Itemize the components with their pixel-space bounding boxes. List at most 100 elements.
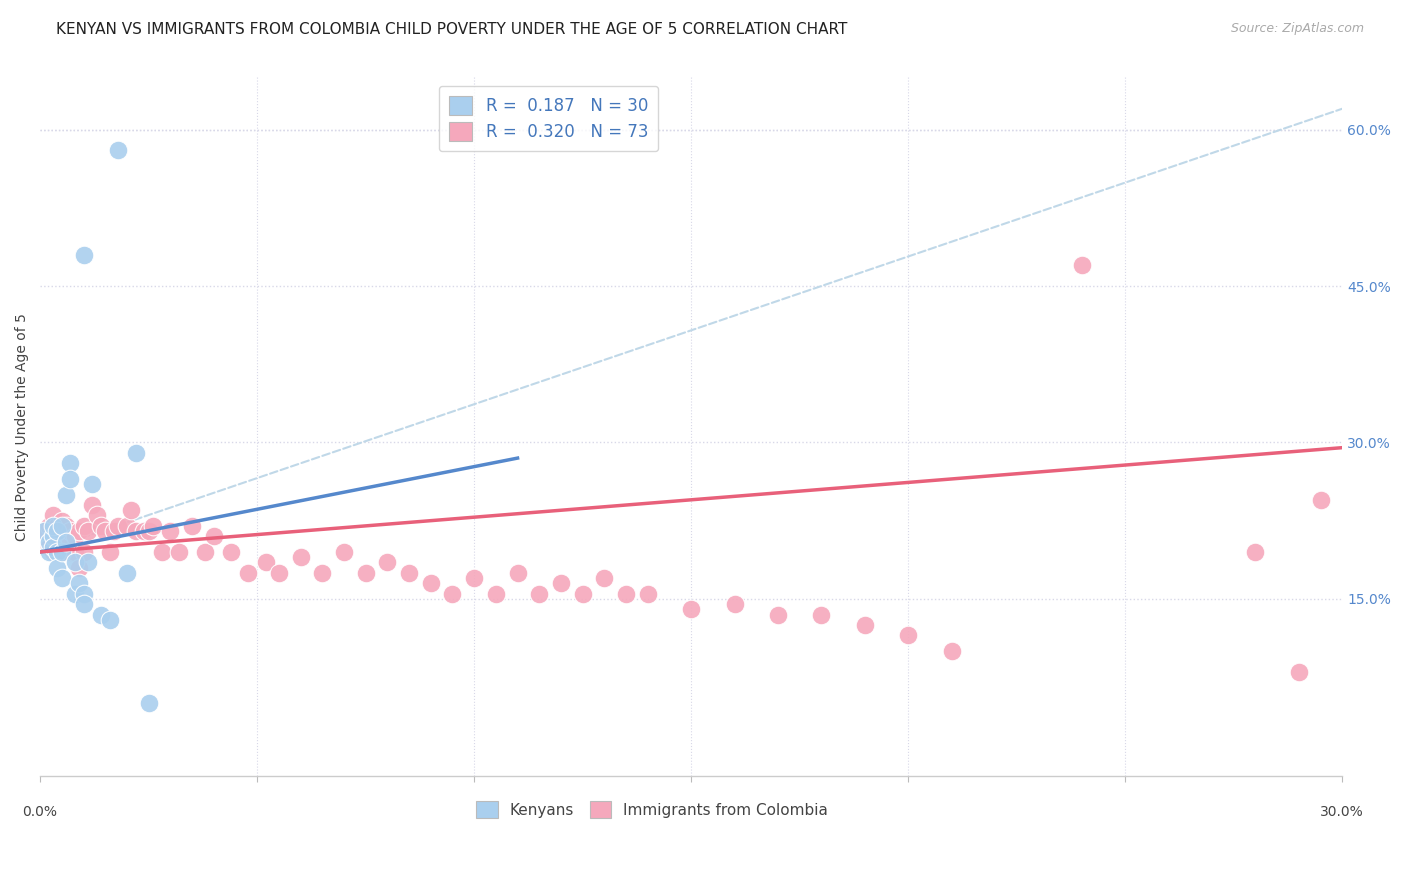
Point: [506, 566, 529, 580]
Point: [46, 524, 69, 538]
Point: [63, 587, 86, 601]
Text: 0.0%: 0.0%: [22, 805, 58, 820]
Point: [941, 644, 963, 658]
Point: [138, 524, 160, 538]
Point: [167, 545, 190, 559]
Point: [311, 566, 333, 580]
Point: [723, 597, 745, 611]
Point: [333, 545, 356, 559]
Point: [59, 524, 82, 538]
Point: [63, 529, 86, 543]
Point: [42, 529, 65, 543]
Point: [51, 545, 73, 559]
Point: [766, 607, 789, 622]
Point: [159, 524, 181, 538]
Point: [67, 560, 90, 574]
Point: [98, 613, 121, 627]
Point: [254, 555, 277, 569]
Point: [485, 587, 508, 601]
Point: [1070, 258, 1092, 272]
Point: [51, 514, 73, 528]
Point: [46, 560, 69, 574]
Point: [55, 487, 77, 501]
Point: [42, 540, 65, 554]
Point: [194, 545, 217, 559]
Point: [67, 524, 90, 538]
Point: [637, 587, 659, 601]
Point: [67, 576, 90, 591]
Point: [55, 540, 77, 554]
Point: [853, 618, 876, 632]
Point: [46, 519, 69, 533]
Point: [72, 545, 94, 559]
Point: [76, 524, 98, 538]
Point: [72, 519, 94, 533]
Point: [98, 545, 121, 559]
Point: [571, 587, 593, 601]
Point: [90, 519, 112, 533]
Point: [76, 555, 98, 569]
Point: [550, 576, 572, 591]
Point: [103, 524, 125, 538]
Point: [63, 545, 86, 559]
Point: [42, 524, 65, 538]
Point: [115, 519, 138, 533]
Point: [1244, 545, 1267, 559]
Point: [354, 566, 377, 580]
Point: [219, 545, 242, 559]
Point: [1309, 492, 1331, 507]
Point: [55, 534, 77, 549]
Point: [529, 587, 551, 601]
Point: [59, 456, 82, 470]
Point: [142, 519, 165, 533]
Point: [115, 566, 138, 580]
Point: [419, 576, 441, 591]
Point: [72, 248, 94, 262]
Point: [86, 508, 108, 523]
Point: [463, 571, 485, 585]
Point: [138, 696, 160, 710]
Legend: Kenyans, Immigrants from Colombia: Kenyans, Immigrants from Colombia: [470, 795, 834, 824]
Point: [34, 524, 56, 538]
Point: [51, 571, 73, 585]
Point: [267, 566, 290, 580]
Point: [82, 477, 104, 491]
Point: [63, 555, 86, 569]
Point: [120, 503, 142, 517]
Point: [90, 607, 112, 622]
Point: [34, 524, 56, 538]
Point: [42, 508, 65, 523]
Point: [375, 555, 398, 569]
Point: [124, 524, 146, 538]
Point: [72, 597, 94, 611]
Point: [681, 602, 703, 616]
Point: [107, 519, 129, 533]
Point: [42, 519, 65, 533]
Point: [290, 550, 312, 565]
Text: 30.0%: 30.0%: [1320, 805, 1364, 820]
Text: Source: ZipAtlas.com: Source: ZipAtlas.com: [1230, 22, 1364, 36]
Point: [38, 519, 60, 533]
Point: [42, 545, 65, 559]
Point: [897, 628, 920, 642]
Point: [51, 545, 73, 559]
Point: [38, 540, 60, 554]
Point: [181, 519, 204, 533]
Point: [51, 524, 73, 538]
Point: [107, 144, 129, 158]
Point: [593, 571, 616, 585]
Point: [238, 566, 260, 580]
Point: [82, 498, 104, 512]
Point: [441, 587, 464, 601]
Y-axis label: Child Poverty Under the Age of 5: Child Poverty Under the Age of 5: [15, 313, 30, 541]
Point: [59, 472, 82, 486]
Point: [55, 519, 77, 533]
Point: [94, 524, 117, 538]
Point: [810, 607, 832, 622]
Point: [134, 524, 156, 538]
Point: [1288, 665, 1310, 679]
Point: [72, 587, 94, 601]
Point: [38, 545, 60, 559]
Point: [150, 545, 173, 559]
Point: [59, 545, 82, 559]
